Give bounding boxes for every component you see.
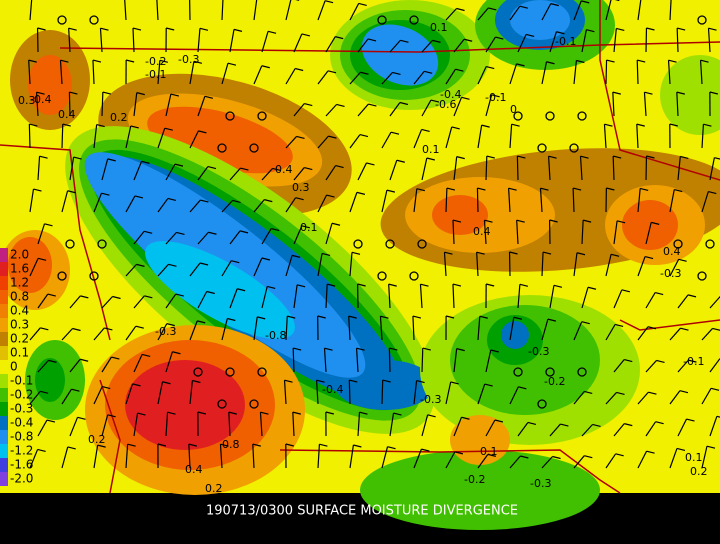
legend-swatch <box>0 360 8 374</box>
wind-barb <box>349 380 350 404</box>
contour-label: 0.4 <box>275 163 293 176</box>
legend-swatch <box>0 262 8 276</box>
contour-label: 0.4 <box>58 108 76 121</box>
contour-label: 0.1 <box>480 445 498 458</box>
wind-barb <box>389 348 390 372</box>
legend-swatch <box>0 346 8 360</box>
contour-label: -0.1 <box>683 355 704 368</box>
legend-swatch <box>0 332 8 346</box>
contour-label: -0.2 <box>544 375 565 388</box>
contour-label: 0.2 <box>205 482 223 495</box>
legend-swatch <box>0 290 8 304</box>
caption: 190713/0300 SURFACE MOISTURE DIVERGENCE <box>206 504 518 519</box>
wind-barb <box>62 124 63 148</box>
legend-swatch <box>0 388 8 402</box>
contour-label: 0.4 <box>185 463 203 476</box>
legend-label: -0.3 <box>10 402 33 416</box>
contour-label: 0.8 <box>222 438 240 451</box>
legend-label: -1.6 <box>10 458 33 472</box>
field <box>0 0 720 530</box>
legend-label: 1.6 <box>10 262 29 276</box>
contour-label: -0.2 <box>464 473 485 486</box>
legend-label: 0.4 <box>10 304 29 318</box>
contour-label: 0.2 <box>110 111 128 124</box>
legend-swatch <box>0 430 8 444</box>
legend-swatch <box>0 444 8 458</box>
contour-label: -0.6 <box>435 98 456 111</box>
contour-label: -0.3 <box>528 345 549 358</box>
contour-label: -0.4 <box>322 383 343 396</box>
legend-label: 0.2 <box>10 332 29 346</box>
legend-label: 0 <box>10 360 18 374</box>
contour-label: -0.3 <box>178 53 199 66</box>
legend-swatch <box>0 374 8 388</box>
legend-label: -2.0 <box>10 472 33 486</box>
legend-label: 0.3 <box>10 318 29 332</box>
legend-label: 2.0 <box>10 248 29 262</box>
wind-barb <box>422 348 423 372</box>
legend-swatch <box>0 304 8 318</box>
wind-barb <box>102 92 103 116</box>
contour-label: 0.4 <box>663 245 681 258</box>
legend-label: -1.2 <box>10 444 33 458</box>
legend-label: -0.1 <box>10 374 33 388</box>
contour-label: -0.3 <box>155 325 176 338</box>
legend-label: -0.8 <box>10 430 33 444</box>
legend-swatch <box>0 318 8 332</box>
wind-barb <box>477 188 478 212</box>
legend-swatch <box>0 416 8 430</box>
legend-swatch <box>0 472 8 486</box>
contour-label: 0.1 <box>300 221 318 234</box>
contour-label: -0.3 <box>420 393 441 406</box>
legend-label: -0.2 <box>10 388 33 402</box>
contour-label: 0.2 <box>690 465 708 478</box>
legend-label: 1.2 <box>10 276 29 290</box>
wind-barb <box>382 380 383 404</box>
contour-label: 0.2 <box>88 433 106 446</box>
wind-barb <box>29 124 30 148</box>
legend-swatch <box>0 248 8 262</box>
contour-label: 0.3 <box>292 181 310 194</box>
legend-swatch <box>0 402 8 416</box>
contour-label: 0 <box>510 103 517 116</box>
contour-label: 0.4 <box>473 225 491 238</box>
legend-label: 0.1 <box>10 346 29 360</box>
contour-label: -0.1 <box>145 68 166 81</box>
wind-barb <box>517 156 518 180</box>
contour-label: 0.1 <box>422 143 440 156</box>
legend-swatch <box>0 276 8 290</box>
wind-barb <box>677 28 678 52</box>
contour-label: 0.1 <box>685 451 703 464</box>
wind-barb <box>613 156 614 180</box>
contour-label: -0.1 <box>555 35 576 48</box>
contour-label: -0.2 <box>145 55 166 68</box>
legend-swatch <box>0 458 8 472</box>
legend-label: 0.8 <box>10 290 29 304</box>
contour-label: 0.3 <box>18 94 36 107</box>
wind-barb <box>606 60 607 84</box>
wind-barb <box>486 156 487 180</box>
contour-label: -0.3 <box>530 477 551 490</box>
contour-label: -0.3 <box>660 267 681 280</box>
contour-label: -0.8 <box>265 329 286 342</box>
legend-label: -0.4 <box>10 416 33 430</box>
contour-label: -0.1 <box>485 91 506 104</box>
wind-barb <box>293 348 294 372</box>
contour-label: 0.1 <box>430 21 448 34</box>
wind-barb <box>637 60 638 84</box>
